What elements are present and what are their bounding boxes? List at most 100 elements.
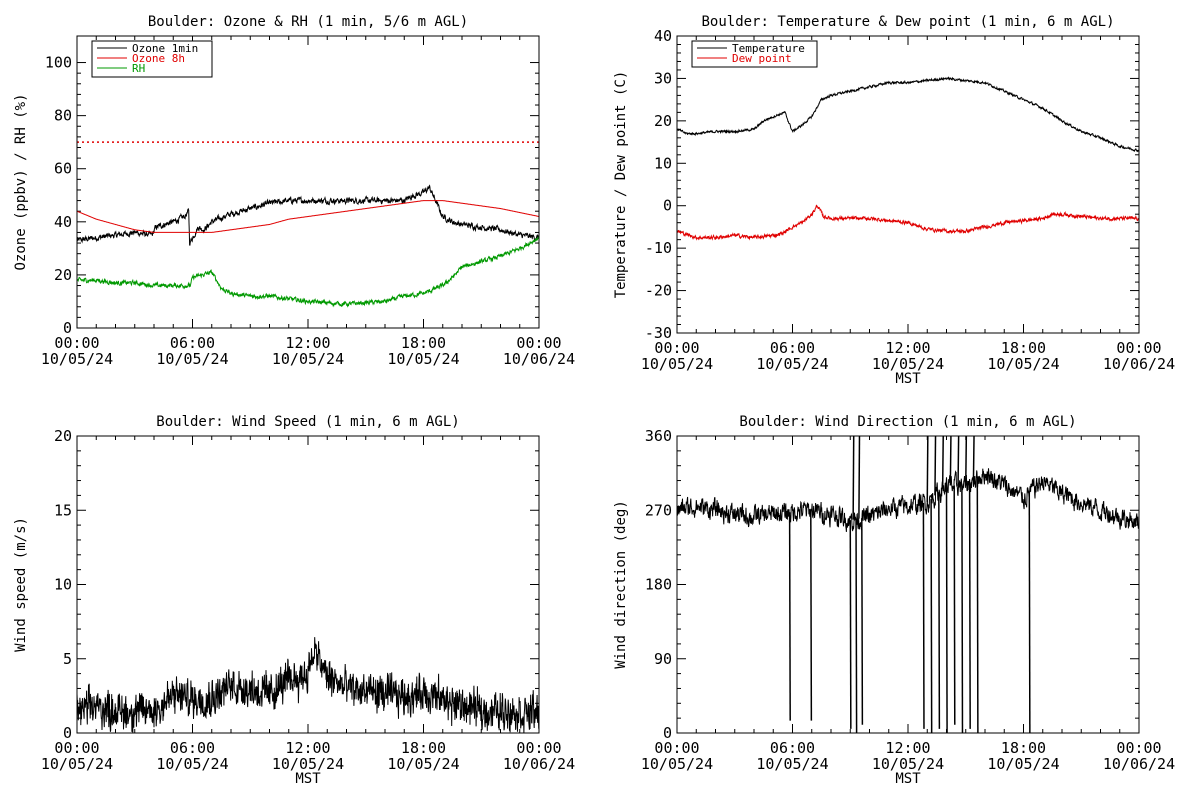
y-tick-label: 20	[54, 266, 72, 284]
x-tick-time-label: 00:00	[516, 334, 561, 352]
plot-frame	[76, 35, 540, 329]
x-axis-label: MST	[295, 771, 321, 787]
x-tick-date-label: 10/05/24	[987, 355, 1059, 373]
legend-entry-label: Ozone 1min	[132, 42, 198, 55]
chart-title: Boulder: Ozone & RH (1 min, 5/6 m AGL)	[148, 14, 468, 30]
direction-wrap-spike	[938, 492, 941, 729]
y-tick-label: -10	[645, 239, 672, 257]
y-tick-label: 40	[654, 27, 672, 45]
chart-panel-2: Boulder: Temperature & Dew point (1 min,…	[613, 14, 1175, 387]
x-tick-date-label: 10/05/24	[641, 355, 713, 373]
y-tick-label: -20	[645, 282, 672, 300]
y-tick-label: 360	[645, 427, 672, 445]
series-line-2	[677, 204, 1139, 241]
direction-wrap-spike	[930, 498, 933, 733]
x-tick-time-label: 18:00	[401, 739, 446, 757]
x-tick-time-label: 12:00	[885, 339, 930, 357]
direction-wrap-spike	[934, 436, 937, 496]
x-tick-date-label: 10/05/24	[41, 350, 113, 368]
direction-wrap-spike	[976, 478, 979, 733]
series-line-2	[77, 200, 539, 233]
x-tick-date-label: 10/05/24	[41, 755, 113, 773]
plot-frame	[676, 435, 1140, 734]
y-tick-label: 20	[654, 112, 672, 130]
y-tick-label: 40	[54, 213, 72, 231]
y-axis-label: Temperature / Dew point (C)	[613, 71, 629, 299]
y-tick-label: 30	[654, 69, 672, 87]
y-tick-label: 5	[63, 650, 72, 668]
series-group	[77, 637, 539, 733]
x-axis-label: MST	[895, 371, 921, 387]
series-group	[677, 76, 1139, 241]
y-tick-label: 0	[63, 319, 72, 337]
x-tick-date-label: 10/05/24	[156, 755, 228, 773]
series-line-1	[77, 184, 539, 246]
x-tick-time-label: 00:00	[654, 739, 699, 757]
x-tick-time-label: 06:00	[770, 339, 815, 357]
direction-wrap-spike	[961, 485, 964, 733]
chart-panel-1: Boulder: Ozone & RH (1 min, 5/6 m AGL) 0 2…	[13, 14, 575, 368]
direction-wrap-spike	[926, 436, 929, 503]
y-axis-label: Ozone (ppbv) / RH (%)	[13, 93, 29, 270]
x-tick-time-label: 18:00	[401, 334, 446, 352]
series-group	[77, 184, 539, 308]
direction-wrap-spike	[949, 436, 952, 486]
direction-wrap-spike	[953, 485, 956, 725]
x-tick-date-label: 10/05/24	[272, 350, 344, 368]
plot-frame	[76, 435, 540, 734]
y-tick-label: 60	[54, 160, 72, 178]
x-tick-date-label: 10/05/24	[387, 350, 459, 368]
y-tick-label: 0	[663, 724, 672, 742]
legend-box	[691, 40, 818, 68]
x-tick-time-label: 00:00	[1116, 339, 1161, 357]
legend-entry-label: RH	[132, 62, 145, 75]
direction-wrap-spike	[957, 436, 960, 486]
y-tick-label: 90	[654, 650, 672, 668]
y-tick-label: 80	[54, 107, 72, 125]
x-tick-date-label: 10/06/24	[1103, 755, 1175, 773]
y-axis-label: Wind direction (deg)	[613, 500, 629, 669]
direction-wrap-spike	[965, 436, 968, 486]
direction-wrap-spike	[945, 485, 948, 733]
x-axis-label: MST	[895, 771, 921, 787]
legend-entry-label: Ozone 8h	[132, 52, 185, 65]
x-tick-time-label: 00:00	[1116, 739, 1161, 757]
y-tick-label: 100	[45, 54, 72, 72]
x-tick-date-label: 10/05/24	[272, 755, 344, 773]
y-tick-label: 15	[54, 501, 72, 519]
direction-wrap-spike	[852, 436, 855, 520]
x-tick-date-label: 10/05/24	[872, 355, 944, 373]
y-axis-label: Wind speed (m/s)	[13, 517, 29, 652]
legend-entry-label: Temperature	[732, 42, 805, 55]
series-line-1	[677, 468, 1139, 532]
direction-wrap-spike	[788, 512, 791, 721]
direction-wrap-spike	[1028, 492, 1031, 733]
x-tick-date-label: 10/06/24	[503, 350, 575, 368]
y-tick-label: 20	[54, 427, 72, 445]
direction-wrap-spike	[849, 520, 852, 729]
series-group	[677, 436, 1139, 733]
x-tick-time-label: 06:00	[170, 739, 215, 757]
chart-panel-4: Boulder: Wind Direction (1 min, 6 m AGL)…	[613, 414, 1175, 787]
x-tick-time-label: 06:00	[770, 739, 815, 757]
x-tick-time-label: 18:00	[1001, 339, 1046, 357]
y-tick-label: 0	[63, 724, 72, 742]
series-line-3	[77, 236, 539, 308]
x-tick-time-label: 06:00	[170, 334, 215, 352]
x-tick-date-label: 10/05/24	[756, 755, 828, 773]
direction-wrap-spike	[941, 436, 944, 489]
chart-title: Boulder: Wind Direction (1 min, 6 m AGL)	[739, 414, 1076, 430]
direction-wrap-spike	[968, 483, 971, 729]
x-tick-date-label: 10/05/24	[872, 755, 944, 773]
y-tick-label: 10	[54, 576, 72, 594]
x-tick-date-label: 10/05/24	[156, 350, 228, 368]
direction-wrap-spike	[972, 436, 975, 481]
x-tick-time-label: 12:00	[885, 739, 930, 757]
direction-wrap-spike	[855, 519, 858, 733]
x-tick-date-label: 10/05/24	[387, 755, 459, 773]
x-tick-date-label: 10/05/24	[641, 755, 713, 773]
series-line-1	[677, 76, 1139, 153]
x-tick-time-label: 00:00	[654, 339, 699, 357]
legend-entry-label: Dew point	[732, 52, 792, 65]
